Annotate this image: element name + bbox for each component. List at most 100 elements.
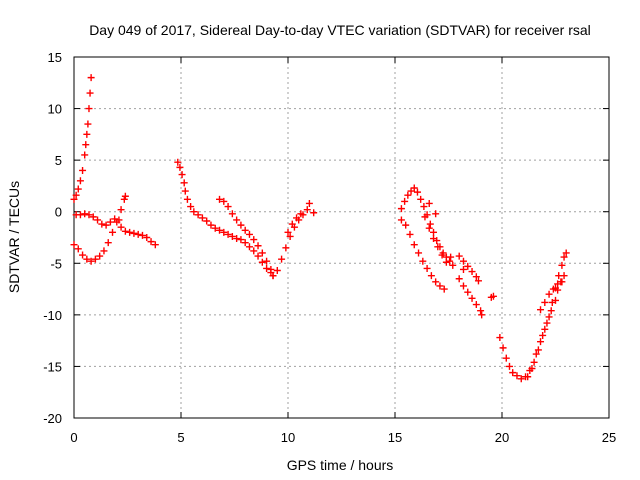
data-point bbox=[228, 210, 236, 218]
data-point bbox=[517, 375, 525, 383]
data-point bbox=[117, 206, 125, 214]
data-point bbox=[442, 258, 450, 266]
data-point bbox=[543, 319, 551, 327]
data-point bbox=[310, 209, 318, 217]
data-point bbox=[528, 364, 536, 372]
chart-title: Day 049 of 2017, Sidereal Day-to-day VTE… bbox=[89, 22, 591, 38]
data-point bbox=[250, 247, 258, 255]
series-arc-2-descent bbox=[174, 158, 275, 277]
data-point bbox=[478, 311, 486, 319]
data-point bbox=[198, 214, 206, 222]
series-arc-2-extra bbox=[284, 199, 313, 236]
data-point bbox=[496, 334, 504, 342]
data-point bbox=[258, 249, 266, 257]
series-arc-3-lower bbox=[397, 216, 448, 293]
data-point bbox=[130, 229, 138, 237]
data-point bbox=[425, 224, 433, 232]
data-point bbox=[233, 235, 241, 243]
x-tick-label: 10 bbox=[281, 430, 295, 445]
data-point bbox=[539, 331, 547, 339]
series-arc-1-flat bbox=[72, 210, 159, 249]
data-point bbox=[430, 228, 438, 236]
data-point bbox=[91, 255, 99, 263]
data-point bbox=[487, 293, 495, 301]
data-point bbox=[459, 257, 467, 265]
data-point bbox=[273, 267, 281, 275]
data-point bbox=[547, 307, 555, 315]
series-arc-3-isolated bbox=[425, 199, 497, 301]
data-point bbox=[474, 277, 482, 285]
data-point bbox=[406, 230, 414, 238]
data-point bbox=[303, 206, 311, 214]
data-point bbox=[410, 184, 418, 192]
data-point bbox=[468, 268, 476, 276]
data-point bbox=[509, 369, 517, 377]
x-tick-labels: 0 5 10 15 20 25 bbox=[70, 430, 616, 445]
data-point bbox=[254, 252, 262, 260]
data-point bbox=[499, 344, 507, 352]
data-point bbox=[76, 211, 84, 219]
data-point bbox=[79, 166, 87, 174]
data-point bbox=[297, 210, 305, 218]
data-point bbox=[79, 251, 87, 259]
y-tick-labels: 15 10 5 0 -5 -10 -15 -20 bbox=[43, 50, 62, 426]
data-point bbox=[216, 195, 224, 203]
data-point bbox=[472, 301, 480, 309]
y-tick-label: 5 bbox=[55, 153, 62, 168]
data-point bbox=[120, 195, 128, 203]
data-point bbox=[121, 192, 129, 200]
data-point bbox=[174, 158, 182, 166]
data-point bbox=[537, 338, 545, 346]
data-point bbox=[102, 221, 110, 229]
y-tick-label: -15 bbox=[43, 359, 62, 374]
data-point bbox=[258, 258, 266, 266]
data-point bbox=[420, 203, 428, 211]
data-point bbox=[70, 195, 78, 203]
data-point bbox=[436, 282, 444, 290]
data-point bbox=[237, 221, 245, 229]
data-point bbox=[472, 273, 480, 281]
data-point bbox=[237, 236, 245, 244]
data-point bbox=[228, 232, 236, 240]
data-point bbox=[254, 242, 262, 250]
data-point bbox=[178, 171, 186, 179]
data-point bbox=[267, 265, 275, 273]
data-point bbox=[76, 177, 84, 185]
data-point bbox=[109, 228, 117, 236]
data-point bbox=[432, 278, 440, 286]
data-point bbox=[70, 241, 78, 249]
data-point bbox=[100, 247, 108, 255]
x-tick-label: 0 bbox=[70, 430, 77, 445]
data-point bbox=[180, 179, 188, 187]
data-point bbox=[126, 228, 134, 236]
data-point bbox=[425, 199, 433, 207]
data-point bbox=[85, 211, 93, 219]
y-tick-label: -5 bbox=[50, 256, 62, 271]
data-point bbox=[459, 282, 467, 290]
data-point bbox=[87, 74, 95, 82]
data-point bbox=[81, 151, 89, 159]
data-point bbox=[286, 232, 294, 240]
axis-ticks bbox=[73, 56, 610, 419]
data-point bbox=[415, 249, 423, 257]
data-point bbox=[427, 272, 435, 280]
data-point bbox=[449, 261, 457, 269]
y-tick-label: -10 bbox=[43, 308, 62, 323]
series-arc-3-tail bbox=[455, 252, 482, 285]
data-point bbox=[72, 191, 80, 199]
data-point bbox=[94, 216, 102, 224]
series-arc-2-hump bbox=[216, 195, 277, 280]
data-point bbox=[545, 290, 553, 298]
data-point bbox=[407, 187, 415, 195]
data-point bbox=[464, 288, 472, 296]
series-arc-4-rise bbox=[524, 249, 570, 381]
y-tick-label: 15 bbox=[48, 50, 62, 65]
data-point bbox=[224, 230, 232, 238]
data-point bbox=[83, 130, 91, 138]
y-tick-label: -20 bbox=[43, 411, 62, 426]
data-point bbox=[181, 187, 189, 195]
data-point bbox=[278, 255, 286, 263]
data-point bbox=[86, 89, 94, 97]
series-arc-1-steep bbox=[70, 74, 95, 203]
data-point bbox=[269, 272, 277, 280]
